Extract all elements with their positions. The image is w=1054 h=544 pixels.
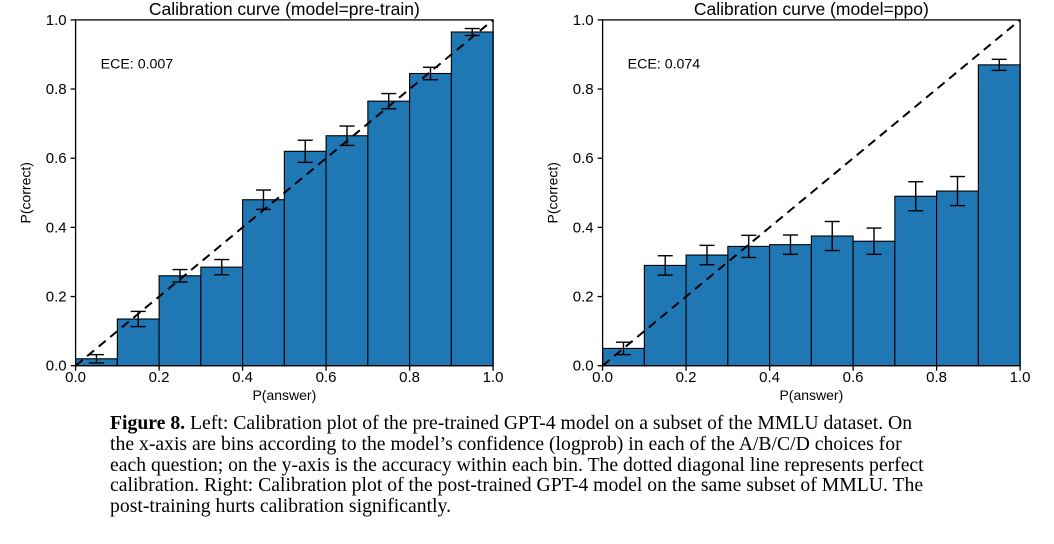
svg-text:0.4: 0.4 xyxy=(573,219,594,236)
svg-text:0.6: 0.6 xyxy=(316,369,337,386)
svg-text:P(correct): P(correct) xyxy=(18,162,34,223)
svg-text:1.0: 1.0 xyxy=(573,12,594,29)
svg-text:0.8: 0.8 xyxy=(46,81,67,98)
svg-text:Calibration curve (model=ppo): Calibration curve (model=ppo) xyxy=(694,0,929,19)
svg-text:0.0: 0.0 xyxy=(573,358,594,375)
svg-text:ECE: 0.074: ECE: 0.074 xyxy=(628,56,701,72)
svg-text:0.8: 0.8 xyxy=(926,369,947,386)
svg-text:0.4: 0.4 xyxy=(232,369,253,386)
svg-text:0.4: 0.4 xyxy=(46,219,67,236)
svg-text:1.0: 1.0 xyxy=(1010,369,1031,386)
svg-text:0.4: 0.4 xyxy=(759,369,780,386)
svg-text:0.2: 0.2 xyxy=(676,369,697,386)
svg-text:1.0: 1.0 xyxy=(483,369,504,386)
svg-text:Calibration curve (model=pre-t: Calibration curve (model=pre-train) xyxy=(149,0,420,19)
svg-text:0.6: 0.6 xyxy=(573,150,594,167)
svg-text:0.0: 0.0 xyxy=(65,369,86,386)
svg-text:0.2: 0.2 xyxy=(573,289,594,306)
svg-text:1.0: 1.0 xyxy=(46,12,67,29)
svg-text:P(answer): P(answer) xyxy=(779,387,843,403)
svg-text:0.8: 0.8 xyxy=(399,369,420,386)
svg-text:0.6: 0.6 xyxy=(46,150,67,167)
svg-text:0.2: 0.2 xyxy=(46,289,67,306)
svg-text:0.8: 0.8 xyxy=(573,81,594,98)
svg-text:P(correct): P(correct) xyxy=(545,162,561,223)
svg-text:ECE: 0.007: ECE: 0.007 xyxy=(101,56,174,72)
svg-text:0.6: 0.6 xyxy=(843,369,864,386)
svg-text:P(answer): P(answer) xyxy=(252,387,316,403)
svg-text:0.0: 0.0 xyxy=(592,369,613,386)
svg-text:0.0: 0.0 xyxy=(46,358,67,375)
svg-text:0.2: 0.2 xyxy=(149,369,170,386)
